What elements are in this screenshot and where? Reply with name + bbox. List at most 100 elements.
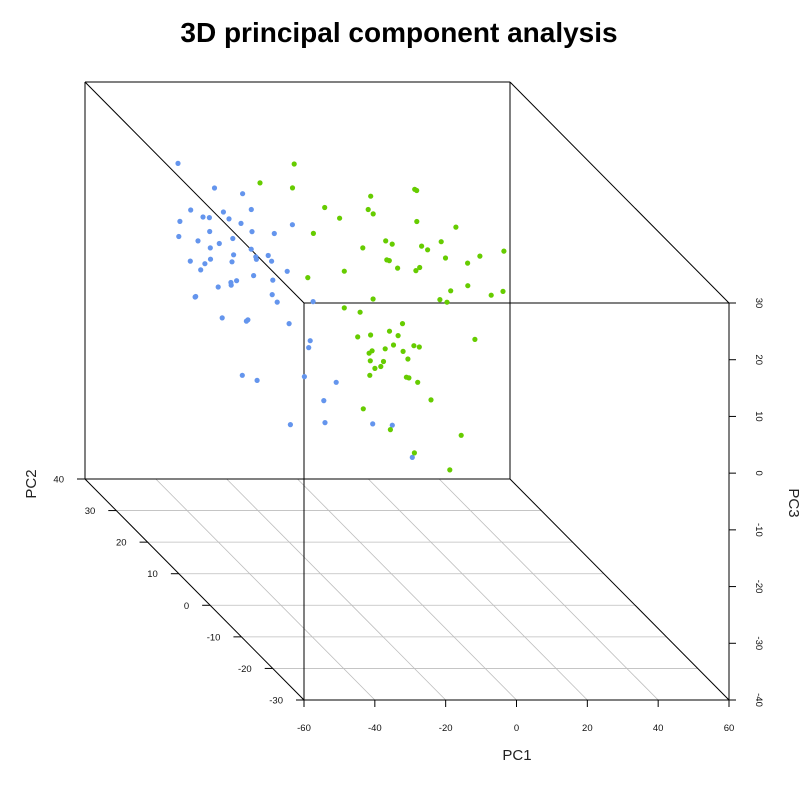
y-tick-label: -30 [269, 696, 283, 707]
data-point [370, 296, 376, 302]
axis-ticks: -60 -40 -20 0 20 40 60 -40 -30 -20 -10 0 10 20 30 -30 -2… [53, 298, 764, 734]
data-point [176, 233, 182, 240]
z-tick-label: 30 [753, 298, 764, 309]
data-point [271, 230, 277, 237]
data-point [238, 220, 244, 226]
data-point [216, 240, 222, 247]
x-tick-label: -60 [297, 723, 311, 734]
data-point [187, 258, 193, 264]
data-point [458, 432, 464, 438]
data-point [269, 292, 275, 298]
data-point [254, 377, 260, 383]
data-point [442, 255, 449, 261]
data-point [416, 344, 422, 350]
floor-grid-line [297, 478, 517, 701]
x-tick-label: -40 [368, 723, 382, 734]
data-point [367, 358, 373, 364]
data-point [248, 206, 254, 213]
data-point [291, 161, 297, 167]
data-point [301, 374, 307, 380]
data-point [306, 345, 312, 351]
floor-grid [116, 478, 698, 701]
data-point [389, 241, 395, 247]
data-point [360, 406, 366, 412]
data-point [249, 229, 255, 235]
data-point [355, 334, 361, 340]
data-point [207, 228, 213, 235]
data-point [198, 267, 204, 273]
data-point [337, 215, 343, 221]
floor-grid-line [438, 478, 659, 701]
data-point [215, 284, 221, 290]
data-point [444, 299, 450, 305]
data-point [368, 332, 374, 338]
data-point [269, 258, 275, 264]
data-point [406, 375, 412, 381]
data-point [477, 253, 483, 259]
data-point [202, 261, 208, 267]
floor-grid-line [226, 478, 446, 701]
data-point [206, 215, 212, 221]
data-point [465, 283, 471, 289]
data-point [177, 218, 183, 224]
z-tick-label: -30 [753, 636, 764, 650]
data-point [390, 342, 397, 348]
y-tick-label: -10 [207, 632, 221, 643]
box-edge [509, 81, 730, 304]
floor-grid-line [368, 478, 588, 701]
data-point [220, 209, 226, 215]
z-tick-label: 0 [753, 470, 764, 475]
y-tick-label: 30 [85, 506, 96, 517]
z-tick-label: -20 [753, 580, 764, 594]
x-axis-label: PC1 [502, 747, 531, 764]
data-point [437, 297, 443, 303]
data-point [372, 365, 378, 371]
plot-box [84, 81, 730, 701]
y-tick-label: 20 [116, 538, 127, 549]
data-point [248, 246, 254, 252]
data-point [417, 264, 423, 271]
chart-title: 3D principal component analysis [180, 17, 617, 48]
y-tick-label: -20 [238, 664, 252, 675]
data-point [409, 454, 415, 460]
data-point [428, 397, 434, 403]
data-point [425, 247, 431, 253]
box-edge [84, 81, 305, 304]
data-point [284, 268, 290, 274]
y-tick-label: 0 [184, 601, 189, 612]
data-point [229, 259, 235, 265]
data-point [240, 191, 246, 197]
data-point [245, 317, 251, 323]
data-point [270, 277, 276, 283]
data-point [448, 288, 454, 294]
data-point [265, 252, 271, 259]
data-point [321, 398, 327, 404]
data-point [287, 422, 293, 428]
data-point [219, 315, 225, 321]
data-point [369, 348, 375, 354]
data-point [341, 268, 347, 274]
data-point [378, 363, 384, 370]
data-point [384, 257, 390, 263]
data-point [419, 243, 425, 249]
data-point [274, 299, 280, 305]
data-point [413, 268, 419, 274]
data-point [438, 239, 444, 245]
data-point [289, 185, 296, 191]
x-tick-label: 60 [724, 723, 735, 734]
y-tick-label: 40 [53, 475, 64, 486]
data-point [333, 379, 339, 385]
data-point [228, 279, 234, 286]
data-point [500, 288, 506, 294]
data-point [367, 372, 373, 378]
data-point [501, 248, 507, 254]
data-point [399, 321, 406, 327]
data-point [383, 238, 389, 244]
data-point [195, 238, 201, 244]
data-point [414, 187, 420, 194]
data-point [231, 252, 237, 258]
data-point [370, 421, 376, 427]
data-point [286, 321, 292, 327]
data-point [395, 265, 401, 271]
